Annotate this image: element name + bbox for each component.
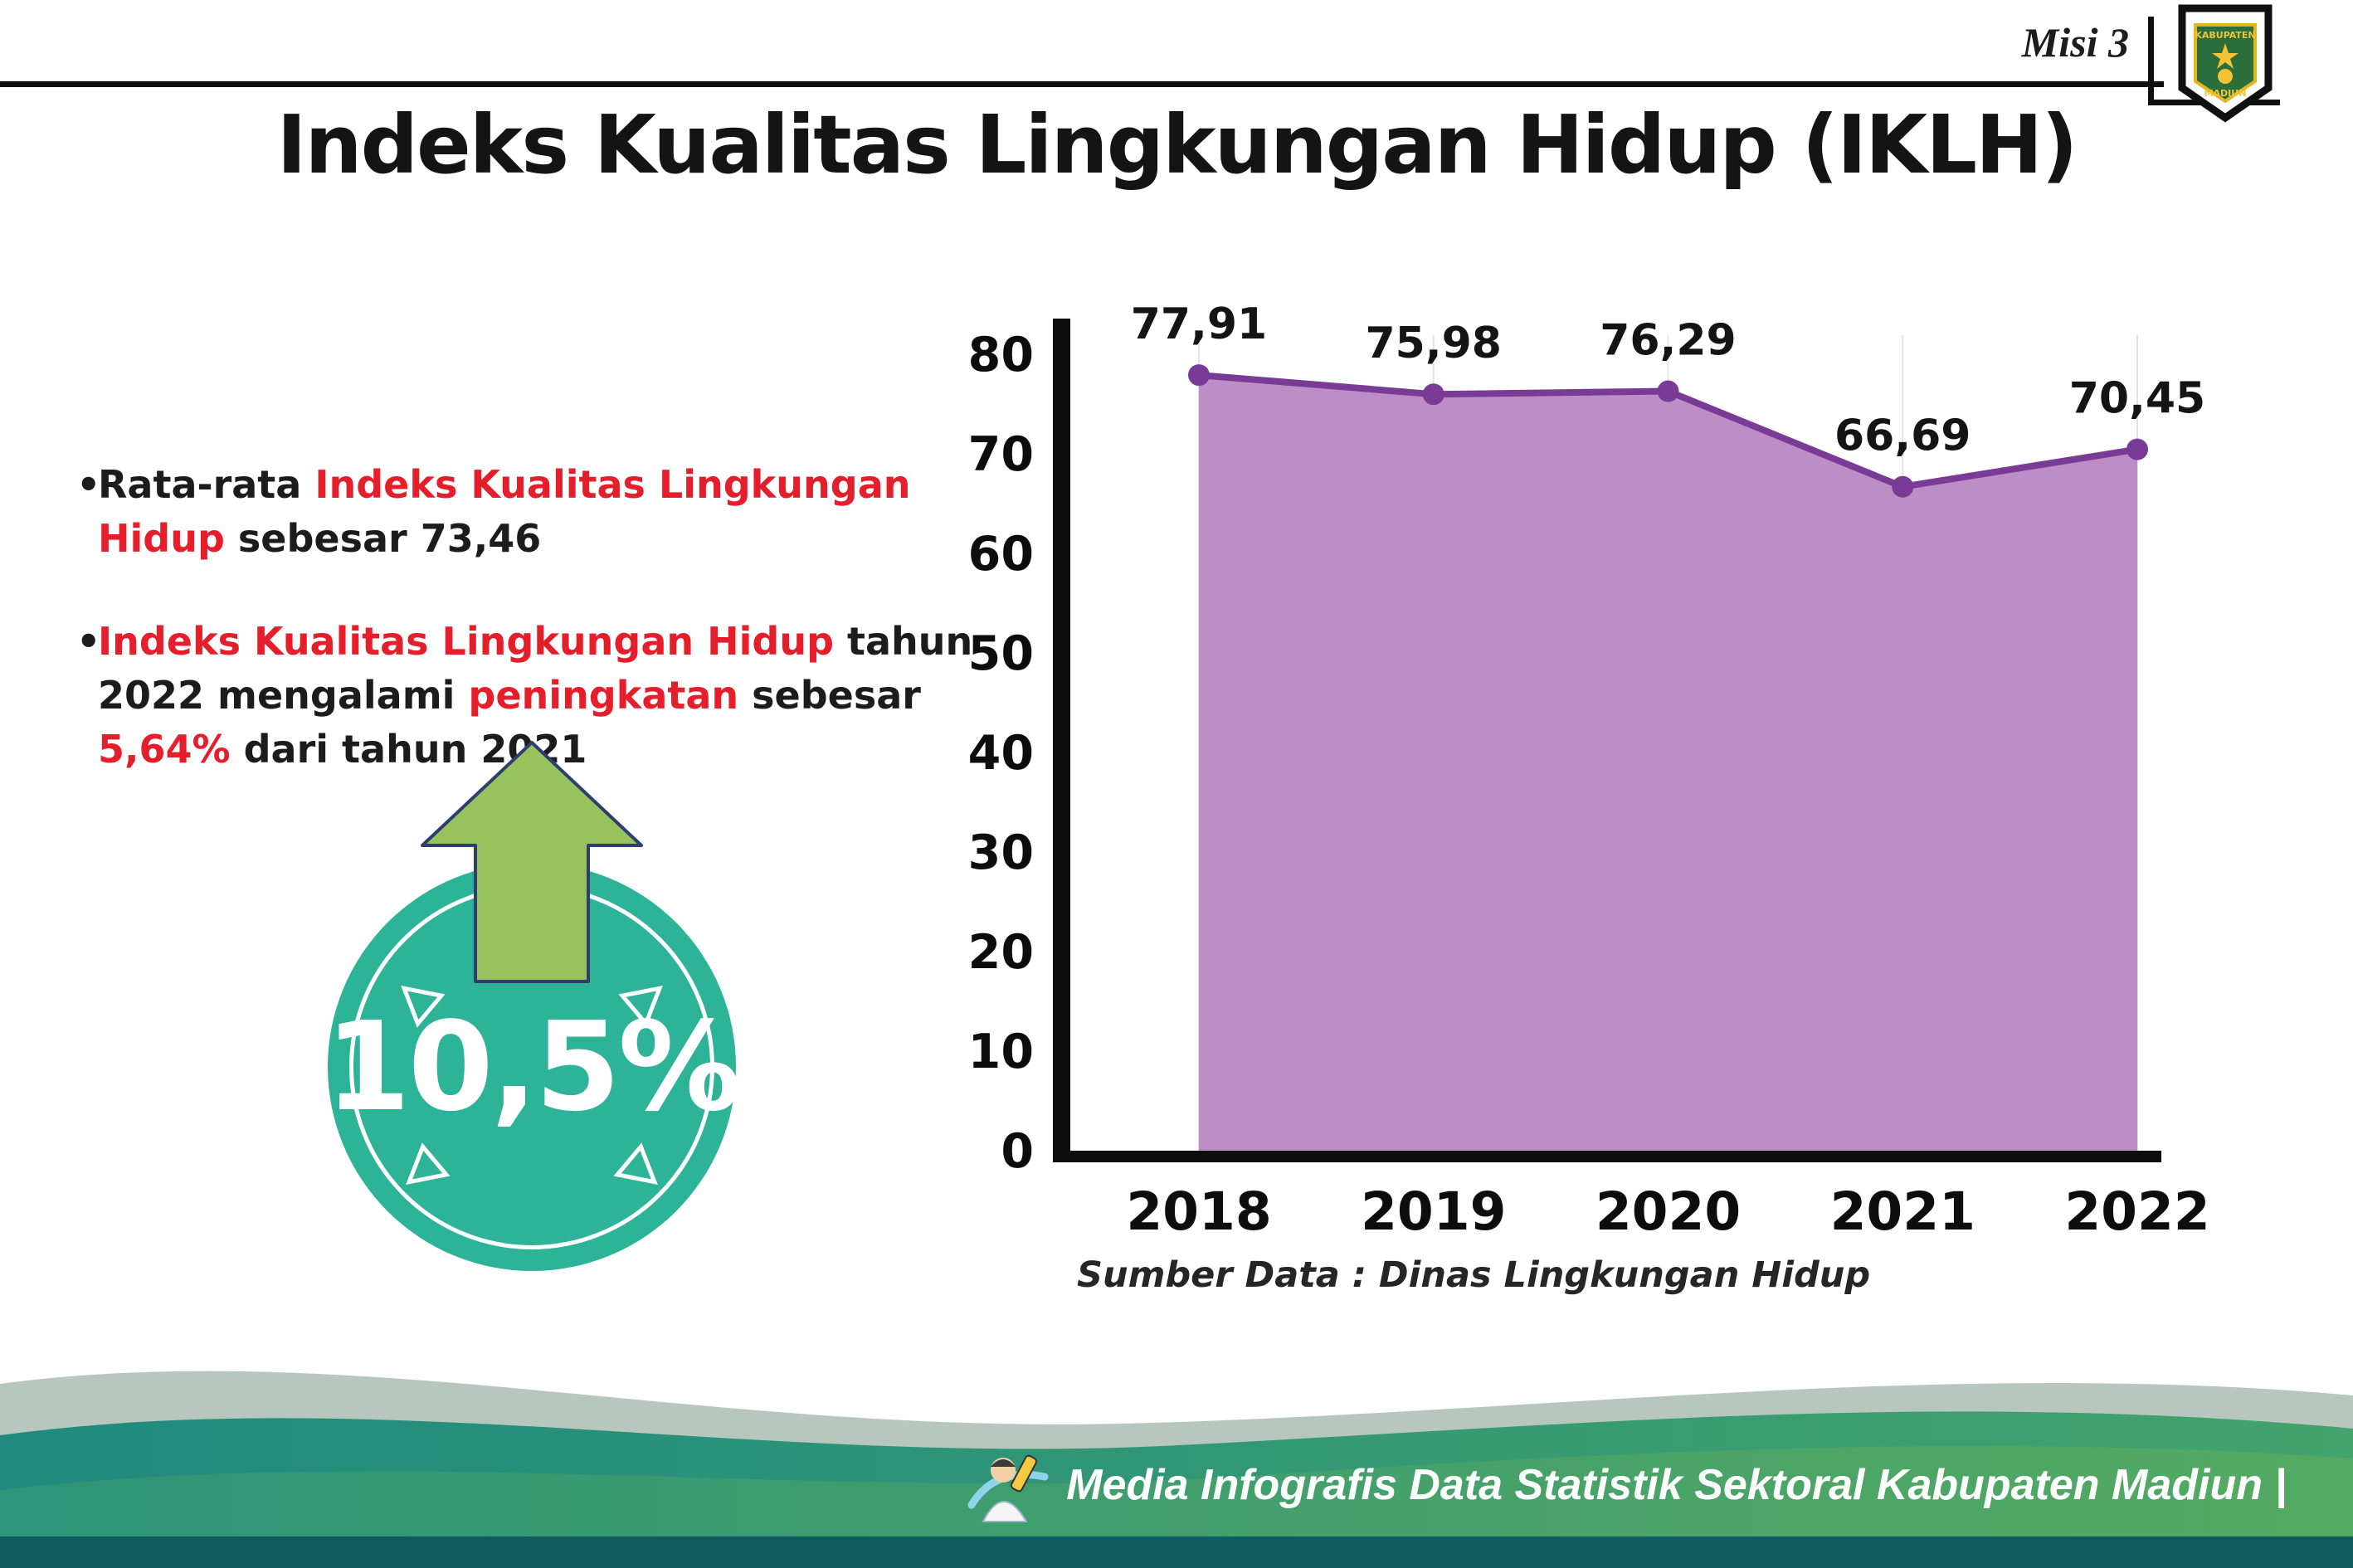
footer-wave [0, 1371, 2353, 1568]
svg-text:2021: 2021 [1830, 1181, 1975, 1242]
footer-text: Media Infografis Data Statistik Sektoral… [1066, 1461, 2287, 1509]
bullet-item: • Rata-rata Indeks Kualitas Lingkungan Hi… [76, 462, 911, 562]
svg-text:80: 80 [968, 328, 1034, 382]
mascot-icon [967, 1454, 1049, 1522]
svg-text:70,45: 70,45 [2069, 374, 2205, 424]
svg-text:50: 50 [968, 626, 1034, 681]
svg-text:10: 10 [968, 1025, 1034, 1079]
misi-label: Misi 3 [2021, 19, 2129, 66]
logo-text-bottom: MADIUN [2204, 88, 2247, 99]
svg-text:2020: 2020 [1595, 1181, 1741, 1242]
chart-area: 77,91 75,98 76,29 66,69 70,45 0 10 20 30 40 50 60 70… [946, 292, 2240, 1304]
footer-bar: Media Infografis Data Statistik Sektoral… [965, 1442, 2287, 1528]
svg-text:76,29: 76,29 [1600, 316, 1736, 366]
page-title: Indeks Kualitas Lingkungan Hidup (IKLH) [276, 98, 2078, 192]
svg-text:75,98: 75,98 [1366, 319, 1502, 368]
svg-text:60: 60 [968, 527, 1034, 582]
badge-value: 10,5% [324, 996, 741, 1138]
svg-text:20: 20 [968, 925, 1034, 980]
iklh-area-chart: 77,91 75,98 76,29 66,69 70,45 0 10 20 30 40 50 60 70… [968, 299, 2210, 1242]
svg-text:2019: 2019 [1361, 1181, 1506, 1242]
svg-text:70: 70 [968, 427, 1034, 482]
bullet-item: • Indeks Kualitas Lingkungan Hidup tahun … [76, 618, 973, 772]
svg-text:2022: 2022 [2064, 1181, 2209, 1242]
svg-text:0: 0 [1001, 1124, 1034, 1179]
header-rule [0, 81, 2164, 87]
up-arrow-icon [421, 741, 643, 983]
badge-ring-decor [401, 985, 663, 1186]
logo-text-top: KABUPATEN [2195, 30, 2255, 41]
bullet-list: • Rata-rata Indeks Kualitas Lingkungan Hi… [76, 458, 1030, 825]
chart-source: Sumber Data : Dinas Lingkungan Hidup [1077, 1254, 1871, 1296]
svg-text:30: 30 [968, 825, 1034, 880]
kabupaten-madiun-logo-icon: KABUPATEN MADIUN [2178, 4, 2273, 123]
svg-text:66,69: 66,69 [1834, 411, 1971, 461]
up-arrow-shape [421, 741, 643, 983]
svg-text:77,91: 77,91 [1131, 299, 1267, 349]
svg-text:2018: 2018 [1126, 1181, 1271, 1242]
svg-text:40: 40 [968, 726, 1034, 781]
